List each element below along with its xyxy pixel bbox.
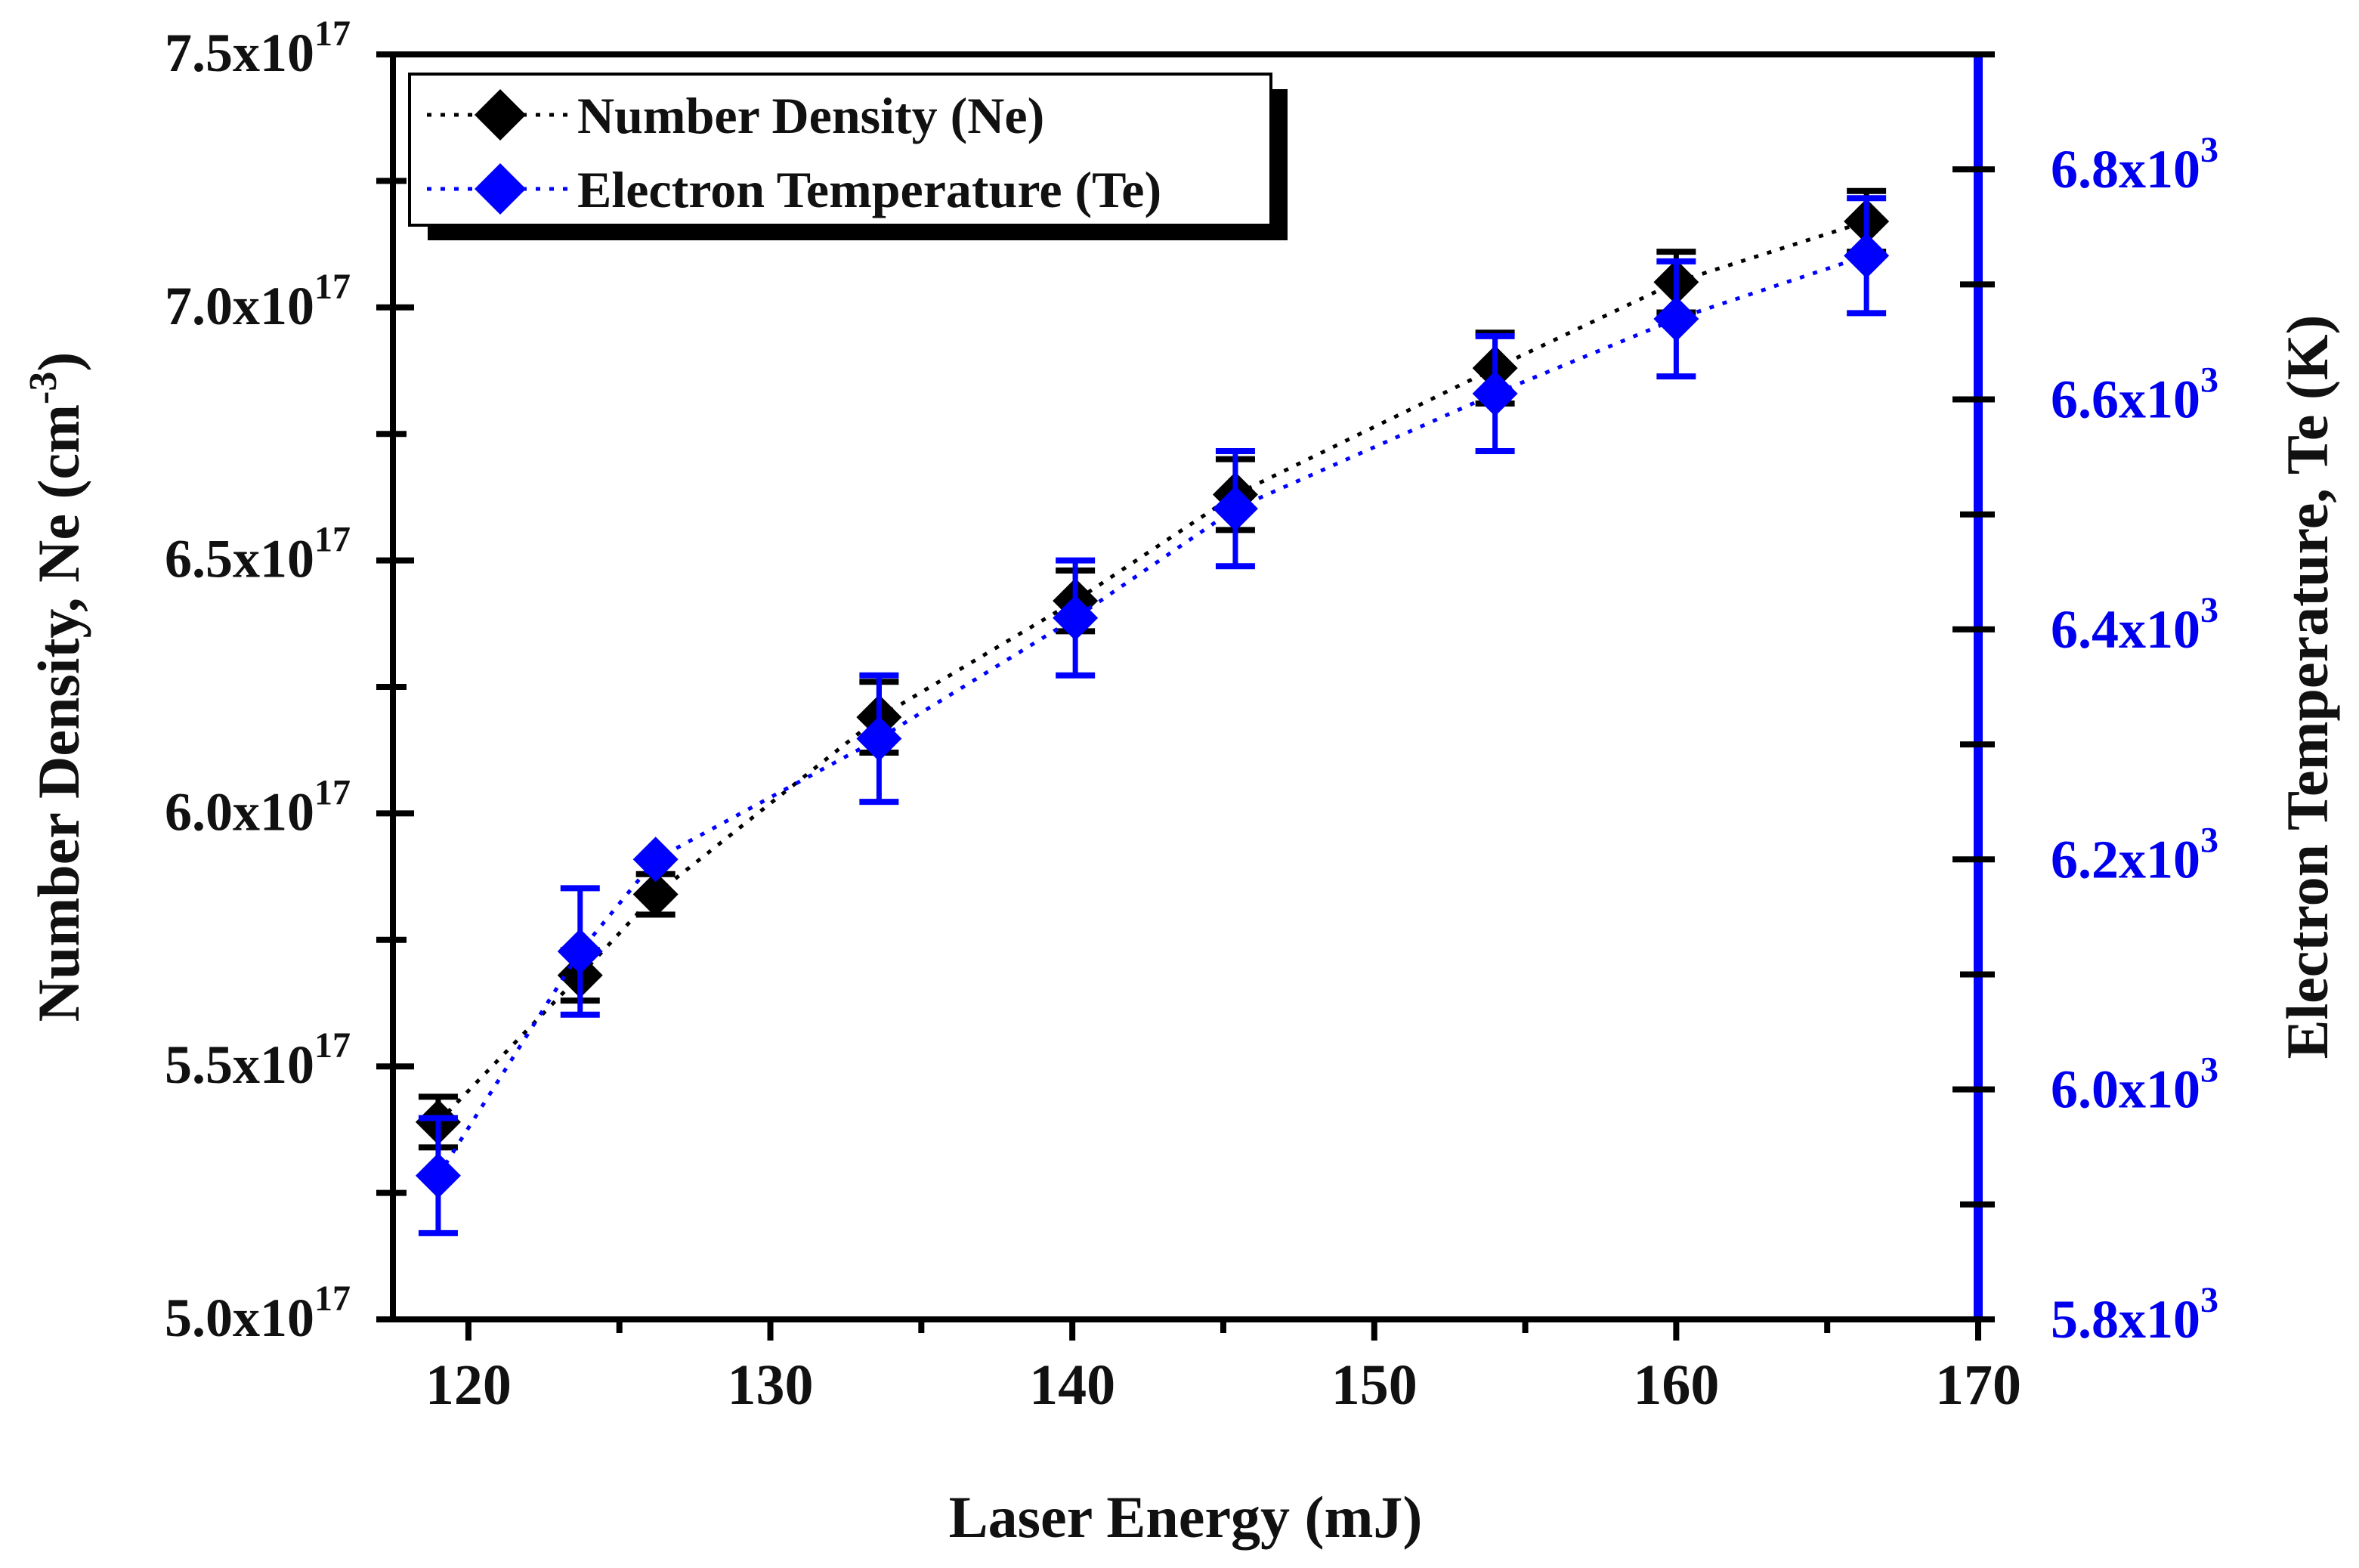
series-line-ne (437, 219, 1867, 1124)
legend-box (408, 73, 1272, 227)
y2-axis-title: Electron Temperature, Te (K) (2274, 314, 2340, 1059)
y2-tick-exponent: 3 (2200, 1280, 2218, 1320)
legend-marker-ne (475, 89, 526, 141)
x-tick-label: 120 (425, 1353, 512, 1417)
data-point-te (856, 716, 902, 762)
y-axis-title-main: Number Density, Ne (cm (26, 404, 91, 1022)
y-tick-label: 5.5x1017 (165, 1025, 351, 1095)
y-tick-label: 7.0x1017 (165, 267, 351, 336)
x-tick-label: 140 (1029, 1353, 1115, 1417)
data-point-te (1212, 486, 1258, 532)
y-tick-label: 5.0x1017 (165, 1279, 351, 1348)
y-tick-exponent: 17 (314, 267, 351, 307)
y2-tick-mantissa: 6.0x10 (2051, 1059, 2200, 1120)
x-tick-label: 170 (1935, 1353, 2021, 1417)
y2-tick-mantissa: 5.8x10 (2051, 1289, 2200, 1350)
x-axis-title: Laser Energy (mJ) (949, 1484, 1423, 1550)
legend-label-te: Electron Temperature (Te) (577, 161, 1161, 218)
x-tick-label: 160 (1633, 1353, 1719, 1417)
y2-tick-exponent: 3 (2200, 360, 2218, 401)
y-tick-exponent: 17 (314, 14, 351, 54)
y-tick-exponent: 17 (314, 520, 351, 560)
plot-area (415, 187, 1890, 1236)
y2-tick-exponent: 3 (2200, 590, 2218, 630)
y2-tick-label: 6.8x103 (2051, 130, 2218, 199)
y2-tick-exponent: 3 (2200, 1050, 2218, 1090)
y-tick-label: 7.5x1017 (165, 14, 351, 83)
y-tick-label: 6.0x1017 (165, 772, 351, 842)
y-tick-mantissa: 7.0x10 (165, 276, 314, 336)
legend: Number Density (Ne) Electron Temperature… (408, 73, 1288, 240)
data-point-te (632, 837, 679, 883)
x-tick-label: 130 (728, 1353, 814, 1417)
y2-tick-label: 5.8x103 (2051, 1280, 2218, 1350)
y-tick-exponent: 17 (314, 772, 351, 812)
y-tick-exponent: 17 (314, 1279, 351, 1319)
y-tick-exponent: 17 (314, 1025, 351, 1065)
y-axis-title: Number Density, Ne (cm-3) (22, 352, 91, 1022)
y2-tick-mantissa: 6.8x10 (2051, 139, 2200, 199)
y2-tick-mantissa: 6.4x10 (2051, 599, 2200, 660)
y2-tick-label: 6.0x103 (2051, 1050, 2218, 1120)
data-point-ne (632, 871, 679, 917)
y2-tick-label: 6.6x103 (2051, 360, 2218, 430)
y-axis-title-sup: -3 (22, 372, 65, 404)
y2-tick-exponent: 3 (2200, 820, 2218, 860)
data-point-te (1053, 595, 1099, 641)
y-tick-mantissa: 5.0x10 (165, 1288, 314, 1348)
legend-label-ne: Number Density (Ne) (577, 87, 1044, 144)
axes: 120 130 140 150 160 1705.0x10175.5x10176.0x10… (22, 14, 2340, 1550)
y-axis-title-close: ) (26, 352, 91, 372)
data-point-te (557, 929, 603, 975)
y2-tick-label: 6.2x103 (2051, 820, 2218, 889)
x-tick-label: 150 (1331, 1353, 1418, 1417)
data-point-te (1472, 370, 1518, 416)
y-tick-mantissa: 6.5x10 (165, 529, 314, 589)
data-point-te (1844, 233, 1890, 279)
y2-tick-exponent: 3 (2200, 130, 2218, 170)
y-tick-label: 6.5x1017 (165, 520, 351, 589)
data-point-te (1653, 296, 1699, 342)
y-tick-mantissa: 6.0x10 (165, 781, 314, 842)
y2-tick-mantissa: 6.2x10 (2051, 829, 2200, 889)
data-point-te (415, 1152, 461, 1198)
y2-tick-mantissa: 6.6x10 (2051, 370, 2200, 430)
legend-marker-te (475, 163, 526, 215)
y-tick-mantissa: 7.5x10 (165, 23, 314, 83)
y2-tick-label: 6.4x103 (2051, 590, 2218, 660)
series-te (415, 195, 1890, 1236)
y-tick-mantissa: 5.5x10 (165, 1035, 314, 1095)
